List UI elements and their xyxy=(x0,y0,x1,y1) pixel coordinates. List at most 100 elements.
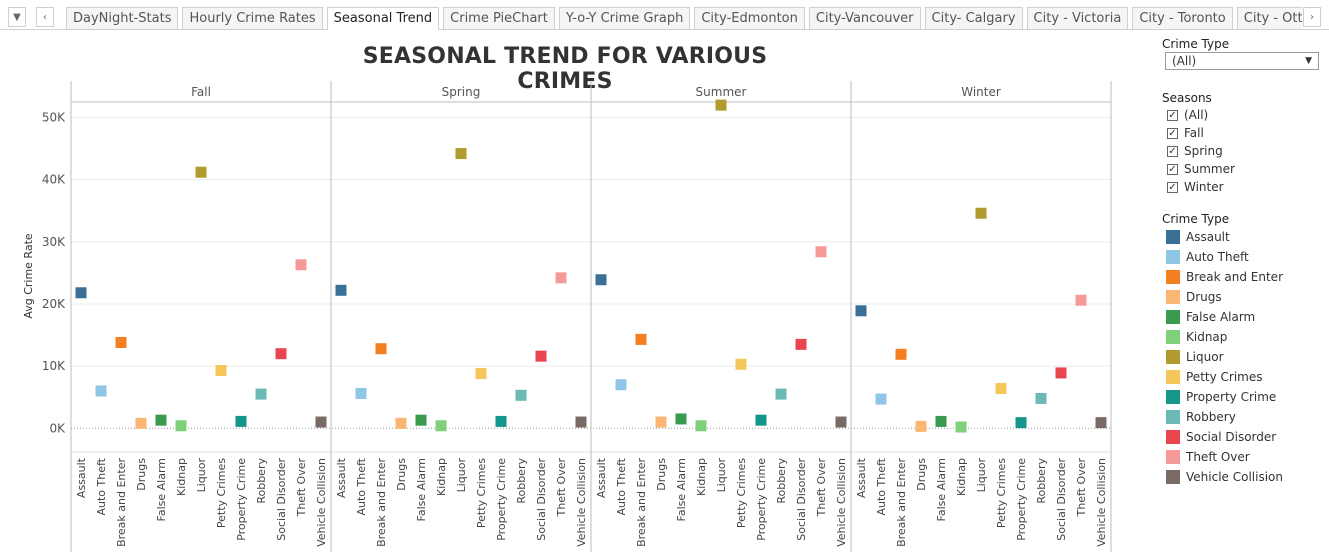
data-point-spring-petty-crimes xyxy=(475,368,487,380)
data-point-winter-petty-crimes xyxy=(995,382,1007,394)
sheet-tab-bar: ▼ ‹ DayNight-Stats Hourly Crime Rates Seas… xyxy=(0,0,1329,36)
x-tick-label: Social Disorder xyxy=(535,458,548,541)
crime-type-dropdown[interactable]: (All) ▼ xyxy=(1165,52,1319,70)
legend-item[interactable]: Liquor xyxy=(1166,349,1224,365)
data-point-fall-liquor xyxy=(195,166,207,178)
x-tick-label: Theft Over xyxy=(555,458,568,518)
checkbox-icon[interactable]: ✓ xyxy=(1167,145,1178,157)
season-checkbox-fall[interactable]: ✓ Fall xyxy=(1167,125,1204,141)
checkbox-icon[interactable]: ✓ xyxy=(1167,109,1178,121)
legend-item[interactable]: Property Crime xyxy=(1166,389,1276,405)
chevron-left-icon[interactable]: ‹ xyxy=(36,7,54,27)
legend-swatch xyxy=(1166,430,1180,444)
legend-label: Kidnap xyxy=(1186,330,1228,344)
x-tick-label: Vehicle Collision xyxy=(575,458,588,547)
tab-hourly-crime-rates[interactable]: Hourly Crime Rates xyxy=(182,7,323,29)
tab-city-ottawa[interactable]: City - Ottawa xyxy=(1236,7,1302,29)
data-point-winter-assault xyxy=(855,305,867,317)
data-point-winter-liquor xyxy=(975,207,987,219)
x-tick-label: False Alarm xyxy=(415,458,428,521)
data-point-fall-drugs xyxy=(135,417,147,429)
legend-label: Break and Enter xyxy=(1186,270,1284,284)
x-tick-label: Liquor xyxy=(715,458,728,493)
y-tick-label: 30K xyxy=(42,235,66,249)
legend-item[interactable]: Vehicle Collision xyxy=(1166,469,1283,485)
caret-down-icon: ▼ xyxy=(1305,56,1312,66)
x-tick-label: Liquor xyxy=(455,458,468,493)
tab-city-toronto[interactable]: City - Toronto xyxy=(1132,7,1233,29)
season-label: Summer xyxy=(1184,162,1235,176)
x-tick-label: Assault xyxy=(335,457,348,498)
legend-item[interactable]: Kidnap xyxy=(1166,329,1227,345)
y-tick-label: 40K xyxy=(42,173,66,187)
legend-item[interactable]: Break and Enter xyxy=(1166,269,1283,285)
data-point-winter-property-crime xyxy=(1015,417,1027,429)
x-tick-label: Property Crime xyxy=(235,458,248,541)
legend-item[interactable]: Assault xyxy=(1166,229,1230,245)
y-tick-label: 10K xyxy=(42,359,66,373)
x-tick-label: Petty Crimes xyxy=(475,458,488,528)
legend-swatch xyxy=(1166,350,1180,364)
x-tick-label: Break and Enter xyxy=(375,458,388,547)
data-point-spring-theft-over xyxy=(555,272,567,284)
data-point-spring-liquor xyxy=(455,148,467,160)
tab-seasonal-trend[interactable]: Seasonal Trend xyxy=(326,7,440,30)
data-point-winter-auto-theft xyxy=(875,393,887,405)
data-point-spring-drugs xyxy=(395,417,407,429)
legend-label: Assault xyxy=(1186,230,1230,244)
data-point-summer-drugs xyxy=(655,416,667,428)
season-checkbox-winter[interactable]: ✓ Winter xyxy=(1167,179,1224,195)
legend-item[interactable]: Auto Theft xyxy=(1166,249,1249,265)
checkbox-icon[interactable]: ✓ xyxy=(1167,127,1178,139)
data-point-spring-break-and-enter xyxy=(375,343,387,355)
x-tick-label: Auto Theft xyxy=(95,457,108,515)
x-tick-label: Property Crime xyxy=(1015,458,1028,541)
season-checkbox-all[interactable]: ✓ (All) xyxy=(1167,107,1208,123)
tab-crime-piechart[interactable]: Crime PieChart xyxy=(443,7,555,29)
data-point-spring-kidnap xyxy=(435,420,447,432)
season-checkbox-spring[interactable]: ✓ Spring xyxy=(1167,143,1223,159)
legend-item[interactable]: Social Disorder xyxy=(1166,429,1276,445)
legend-item[interactable]: False Alarm xyxy=(1166,309,1255,325)
x-tick-label: Social Disorder xyxy=(795,458,808,541)
tab-city-calgary[interactable]: City- Calgary xyxy=(924,7,1023,29)
legend-item[interactable]: Theft Over xyxy=(1166,449,1250,465)
x-tick-label: Social Disorder xyxy=(1055,458,1068,541)
data-point-summer-social-disorder xyxy=(795,338,807,350)
data-point-spring-social-disorder xyxy=(535,350,547,362)
x-tick-label: Vehicle Collision xyxy=(1095,458,1108,547)
tab-city-victoria[interactable]: City - Victoria xyxy=(1026,7,1129,29)
chevron-right-icon[interactable]: › xyxy=(1303,7,1321,27)
season-label: Winter xyxy=(1184,180,1224,194)
tab-city-edmonton[interactable]: City-Edmonton xyxy=(694,7,805,29)
data-point-winter-break-and-enter xyxy=(895,348,907,360)
caret-down-icon[interactable]: ▼ xyxy=(8,7,26,27)
checkbox-icon[interactable]: ✓ xyxy=(1167,181,1178,193)
checkbox-icon[interactable]: ✓ xyxy=(1167,163,1178,175)
season-checkbox-summer[interactable]: ✓ Summer xyxy=(1167,161,1235,177)
tab-city-vancouver[interactable]: City-Vancouver xyxy=(808,7,921,29)
legend-item[interactable]: Petty Crimes xyxy=(1166,369,1263,385)
x-tick-label: Theft Over xyxy=(815,458,828,518)
legend-item[interactable]: Robbery xyxy=(1166,409,1236,425)
data-point-winter-robbery xyxy=(1035,392,1047,404)
data-point-winter-social-disorder xyxy=(1055,367,1067,379)
legend-item[interactable]: Drugs xyxy=(1166,289,1222,305)
legend-swatch xyxy=(1166,250,1180,264)
legend-swatch xyxy=(1166,410,1180,424)
panel-header-winter: Winter xyxy=(961,85,1001,99)
seasons-filter-title: Seasons xyxy=(1162,91,1212,105)
x-tick-label: Theft Over xyxy=(295,458,308,518)
y-tick-label: 50K xyxy=(42,111,66,125)
x-tick-label: Property Crime xyxy=(495,458,508,541)
y-axis-label: Avg Crime Rate xyxy=(22,233,35,319)
legend-label: Drugs xyxy=(1186,290,1222,304)
data-point-fall-property-crime xyxy=(235,415,247,427)
data-point-fall-social-disorder xyxy=(275,348,287,360)
tab-y-o-y-crime-graph[interactable]: Y-o-Y Crime Graph xyxy=(558,7,691,29)
seasonal-trend-chart: 0K 10K 20K 30K 40K 50K Avg Crime Rate Fall Assau… xyxy=(22,81,1112,552)
legend-label: Vehicle Collision xyxy=(1186,470,1283,484)
tab-daynight-stats[interactable]: DayNight-Stats xyxy=(66,7,179,29)
panel-header-fall: Fall xyxy=(191,85,211,99)
x-tick-label: Drugs xyxy=(915,458,928,491)
